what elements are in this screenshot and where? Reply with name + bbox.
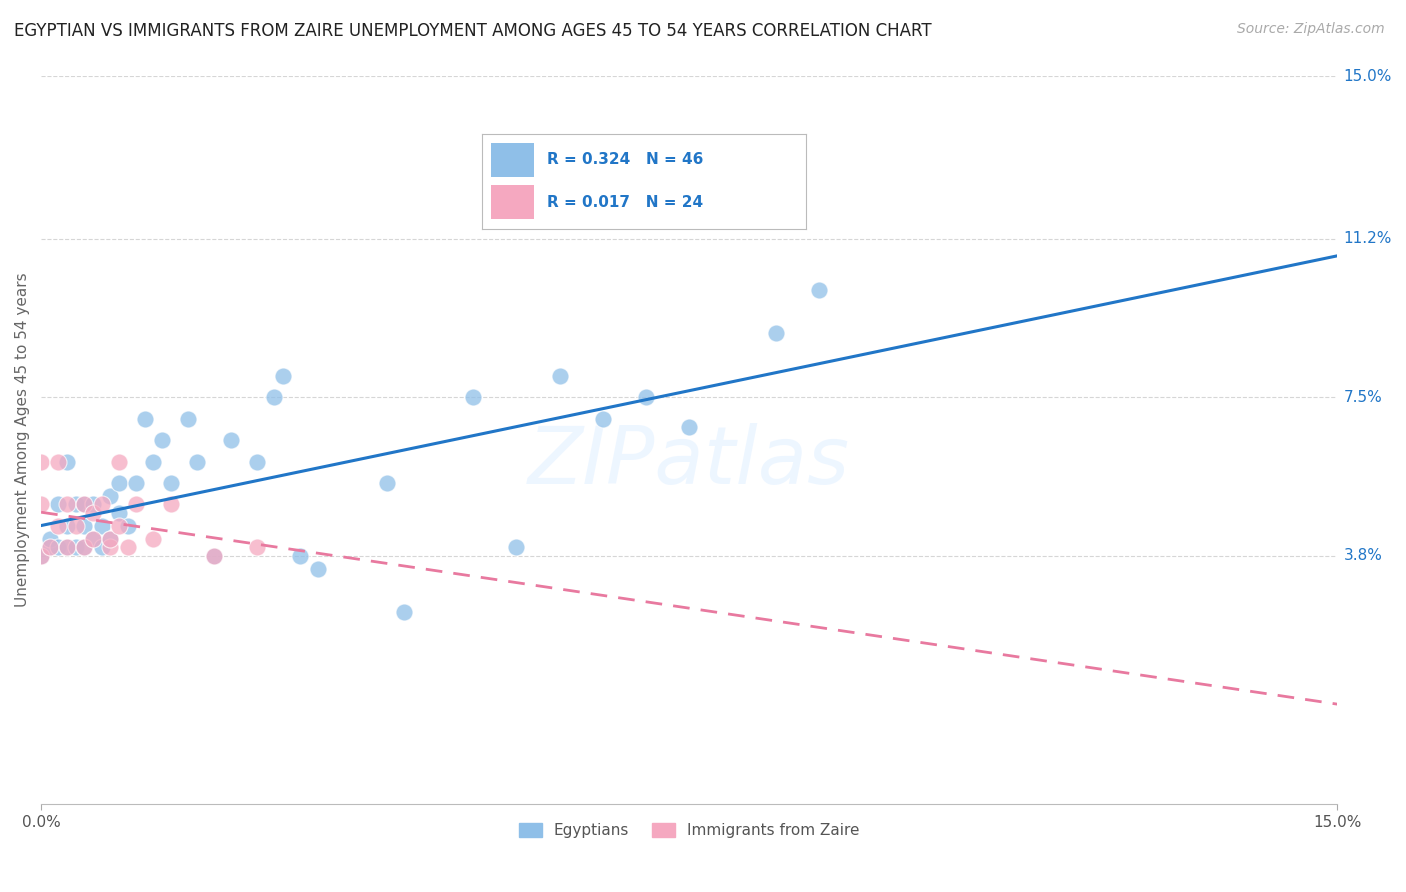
Point bbox=[271, 368, 294, 383]
Point bbox=[48, 454, 70, 468]
Point bbox=[548, 368, 571, 383]
Point bbox=[463, 390, 485, 404]
Point bbox=[159, 498, 181, 512]
Point bbox=[117, 519, 139, 533]
Point bbox=[142, 532, 165, 546]
Point bbox=[117, 541, 139, 555]
Point bbox=[177, 411, 200, 425]
Point bbox=[186, 454, 208, 468]
Point bbox=[48, 519, 70, 533]
Point bbox=[307, 562, 329, 576]
Point bbox=[263, 390, 285, 404]
Legend: Egyptians, Immigrants from Zaire: Egyptians, Immigrants from Zaire bbox=[513, 817, 866, 844]
Point bbox=[48, 541, 70, 555]
Point bbox=[48, 498, 70, 512]
Point bbox=[30, 549, 52, 563]
Point bbox=[765, 326, 787, 340]
Point bbox=[246, 541, 269, 555]
Text: Source: ZipAtlas.com: Source: ZipAtlas.com bbox=[1237, 22, 1385, 37]
Point bbox=[125, 475, 148, 490]
Point bbox=[65, 498, 87, 512]
Point bbox=[98, 489, 121, 503]
Point bbox=[202, 549, 225, 563]
Point bbox=[38, 541, 60, 555]
Point bbox=[73, 498, 96, 512]
Point bbox=[159, 475, 181, 490]
Point bbox=[108, 475, 131, 490]
Point bbox=[73, 541, 96, 555]
Point bbox=[82, 506, 104, 520]
Point bbox=[392, 605, 415, 619]
Text: EGYPTIAN VS IMMIGRANTS FROM ZAIRE UNEMPLOYMENT AMONG AGES 45 TO 54 YEARS CORRELA: EGYPTIAN VS IMMIGRANTS FROM ZAIRE UNEMPL… bbox=[14, 22, 932, 40]
Point bbox=[202, 549, 225, 563]
Point bbox=[125, 498, 148, 512]
Point bbox=[56, 498, 79, 512]
Point bbox=[56, 541, 79, 555]
Text: ZIPatlas: ZIPatlas bbox=[529, 423, 851, 501]
Point bbox=[150, 433, 173, 447]
Text: 15.0%: 15.0% bbox=[1344, 69, 1392, 84]
Point bbox=[38, 532, 60, 546]
Point bbox=[56, 454, 79, 468]
Point bbox=[30, 549, 52, 563]
Point bbox=[219, 433, 242, 447]
Point bbox=[678, 420, 700, 434]
Point bbox=[38, 541, 60, 555]
Point bbox=[505, 541, 527, 555]
Point bbox=[98, 532, 121, 546]
Y-axis label: Unemployment Among Ages 45 to 54 years: Unemployment Among Ages 45 to 54 years bbox=[15, 273, 30, 607]
Point bbox=[134, 411, 156, 425]
Point bbox=[375, 475, 398, 490]
Text: 3.8%: 3.8% bbox=[1344, 549, 1382, 564]
Point bbox=[56, 541, 79, 555]
Point bbox=[807, 283, 830, 297]
Point bbox=[592, 411, 614, 425]
Point bbox=[98, 532, 121, 546]
Point bbox=[73, 498, 96, 512]
Point bbox=[90, 541, 112, 555]
Point bbox=[108, 519, 131, 533]
Point bbox=[82, 532, 104, 546]
Point bbox=[634, 390, 657, 404]
Text: 7.5%: 7.5% bbox=[1344, 390, 1382, 405]
Point bbox=[82, 498, 104, 512]
Text: 11.2%: 11.2% bbox=[1344, 231, 1392, 246]
Point bbox=[90, 519, 112, 533]
Point bbox=[90, 498, 112, 512]
Point bbox=[30, 454, 52, 468]
Point bbox=[65, 519, 87, 533]
Point bbox=[56, 519, 79, 533]
Point bbox=[73, 541, 96, 555]
Point bbox=[98, 541, 121, 555]
Point bbox=[108, 454, 131, 468]
Point bbox=[142, 454, 165, 468]
Point bbox=[290, 549, 312, 563]
Point bbox=[82, 532, 104, 546]
Point bbox=[30, 498, 52, 512]
Point bbox=[246, 454, 269, 468]
Point bbox=[73, 519, 96, 533]
Point bbox=[108, 506, 131, 520]
Point bbox=[65, 541, 87, 555]
